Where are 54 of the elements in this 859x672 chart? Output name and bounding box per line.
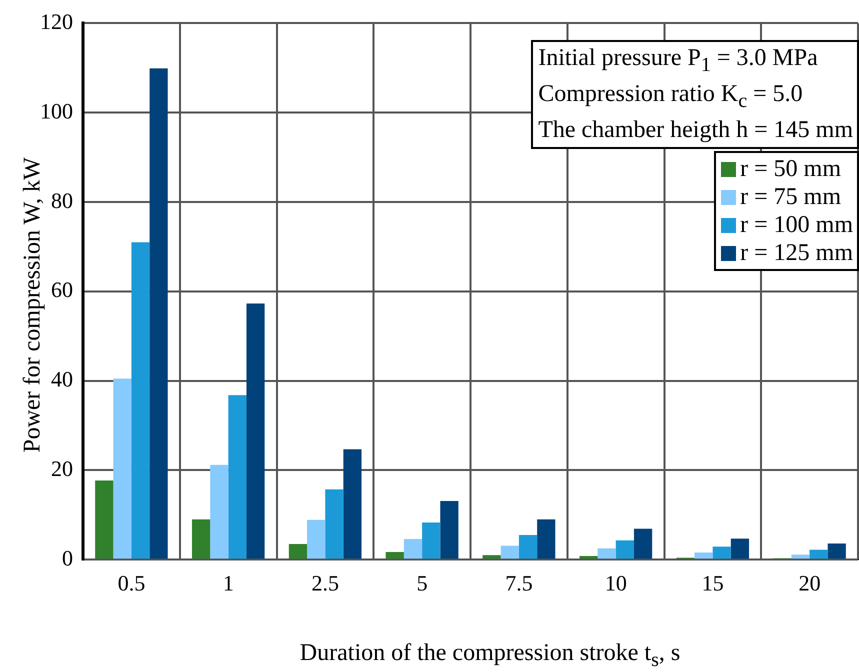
bar <box>150 68 168 559</box>
bar <box>791 554 810 559</box>
x-tick-label: 10 <box>604 570 627 596</box>
bar <box>343 449 362 559</box>
bar <box>634 528 652 559</box>
y-tick-label: 80 <box>51 188 73 213</box>
bar <box>810 550 828 559</box>
annotation: Initial pressure P$_{1}$ = 3.0 MPa <box>538 44 819 78</box>
annotation: The chamber heigth h = 145 mm <box>538 116 853 145</box>
bar <box>482 555 501 559</box>
x-tick-label: 15 <box>702 570 724 596</box>
annotation: Compression ratio K$_{c}$ = 5.0 <box>538 80 804 114</box>
bar <box>386 552 404 559</box>
bar <box>730 538 750 559</box>
x-axis-title: Duration of the compression stroke t$_{s}$, s <box>300 640 680 672</box>
bar <box>307 520 326 559</box>
x-tick-label: 7.5 <box>505 570 533 596</box>
bar <box>113 378 132 559</box>
bar <box>228 395 246 559</box>
legend-label: r = 125 mm <box>739 239 853 267</box>
bar <box>192 519 210 559</box>
y-tick-label: 20 <box>51 456 73 481</box>
bar <box>288 544 308 559</box>
bar <box>404 539 422 559</box>
bar <box>422 522 440 559</box>
x-tick-label: 1 <box>222 570 234 596</box>
bar <box>694 552 713 559</box>
y-tick-label: 40 <box>51 366 73 392</box>
y-tick-label: 0 <box>62 545 73 570</box>
bar <box>616 540 634 559</box>
bar <box>828 544 846 559</box>
bar <box>518 535 538 559</box>
legend-label: r = 100 mm <box>739 211 853 239</box>
y-tick-label: 120 <box>40 8 73 34</box>
x-tick-label: 5 <box>416 570 428 596</box>
y-tick-label: 100 <box>40 98 73 124</box>
bar <box>579 556 598 559</box>
bar <box>500 546 519 559</box>
legend-label: r = 75 mm <box>739 183 842 211</box>
bar <box>537 519 556 559</box>
bar <box>210 464 228 559</box>
bar <box>598 548 616 559</box>
bar <box>712 546 731 559</box>
bar <box>325 489 344 559</box>
y-tick-label: 60 <box>51 277 73 302</box>
bar <box>131 242 150 559</box>
bar <box>440 501 458 559</box>
x-tick-label: 20 <box>798 570 821 596</box>
x-tick-label: 2.5 <box>311 570 339 596</box>
bar <box>95 480 114 559</box>
bar <box>246 303 265 559</box>
y-axis-title: Power for compression W, kW <box>20 157 46 453</box>
x-tick-label: 0.5 <box>118 570 146 596</box>
legend-label: r = 50 mm <box>739 155 842 183</box>
